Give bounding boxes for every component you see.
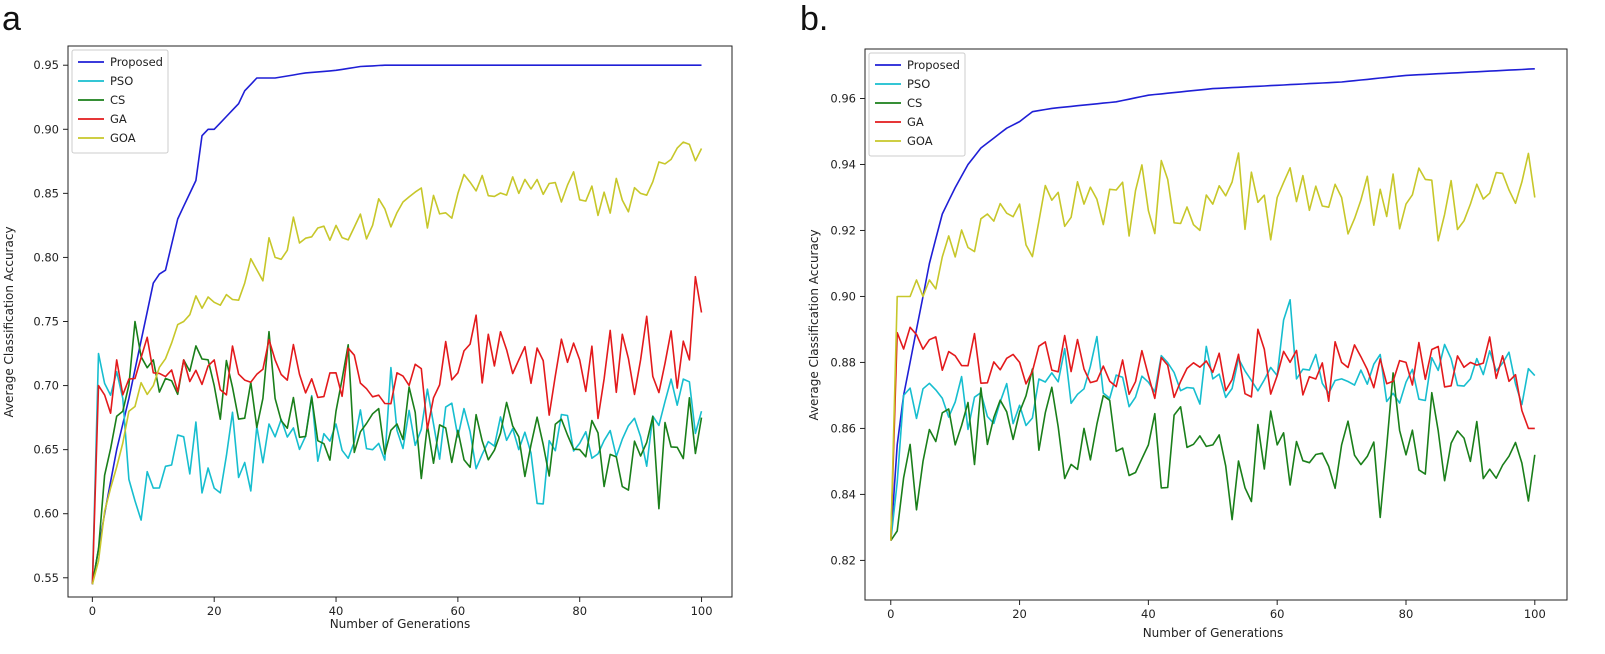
y-tick-label-a: 0.70: [33, 379, 59, 393]
x-tick-label-a: 60: [451, 604, 466, 618]
panel-label-a: a: [2, 0, 21, 38]
legend-box-a: [71, 49, 169, 154]
y-tick-label-b: 0.84: [830, 487, 856, 501]
series-line-ga-b: [890, 326, 1535, 541]
x-tick-label-b: 80: [1399, 607, 1414, 621]
panel-label-b: b.: [800, 0, 828, 38]
y-tick-label-b: 0.94: [830, 157, 856, 171]
legend-label-proposed-a: Proposed: [110, 55, 163, 69]
y-tick-label-a: 0.95: [33, 58, 59, 72]
legend-label-cs-a: CS: [110, 93, 125, 107]
y-tick-label-a: 0.80: [33, 250, 59, 264]
y-tick-label-b: 0.92: [830, 223, 856, 237]
x-tick-label-b: 60: [1270, 607, 1285, 621]
x-tick-label-a: 40: [329, 604, 344, 618]
series-line-goa-b: [890, 152, 1536, 541]
legend-label-goa-b: GOA: [907, 134, 933, 148]
y-tick-label-a: 0.85: [33, 186, 59, 200]
x-tick-label-b: 40: [1141, 607, 1156, 621]
x-tick-label-a: 20: [207, 604, 222, 618]
x-tick-label-a: 80: [572, 604, 587, 618]
legend-label-ga-b: GA: [907, 115, 924, 129]
y-tick-label-b: 0.90: [830, 289, 856, 303]
plot-area-a: [67, 45, 733, 598]
legend-label-ga-a: GA: [110, 112, 127, 126]
y-tick-label-a: 0.55: [33, 571, 59, 585]
y-tick-label-b: 0.88: [830, 355, 856, 369]
series-line-proposed-a: [91, 64, 702, 585]
x-tick-label-b: 0: [887, 607, 894, 621]
series-line-pso-b: [890, 298, 1536, 541]
chart-panel-a: 0 20 40 60 80 100 0.55 0.60 0.65 0.70 0.75 0.80 0.85…: [2, 45, 733, 631]
y-tick-label-b: 0.86: [830, 421, 856, 435]
legend-label-pso-b: PSO: [907, 77, 930, 91]
y-axis-label-b: Average Classification Accuracy: [807, 229, 821, 420]
y-tick-label-a: 0.90: [33, 122, 59, 136]
legend-box-b: [868, 52, 966, 157]
y-tick-label-a: 0.65: [33, 443, 59, 457]
y-tick-label-a: 0.75: [33, 315, 59, 329]
series-line-proposed-b: [890, 68, 1535, 541]
series-line-cs-b: [890, 368, 1536, 542]
x-tick-label-a: 0: [89, 604, 96, 618]
x-axis-label-a: Number of Generations: [330, 617, 471, 631]
x-tick-label-b: 100: [1524, 607, 1546, 621]
y-tick-label-a: 0.60: [33, 507, 59, 521]
legend-label-goa-a: GOA: [110, 131, 136, 145]
series-line-goa-a: [91, 141, 703, 585]
x-tick-label-b: 20: [1012, 607, 1027, 621]
y-tick-label-b: 0.96: [830, 91, 856, 105]
legend-label-proposed-b: Proposed: [907, 58, 960, 72]
series-line-ga-a: [91, 275, 703, 585]
legend-label-pso-a: PSO: [110, 74, 133, 88]
x-tick-label-a: 100: [691, 604, 713, 618]
plot-area-b: [864, 48, 1568, 601]
legend-label-cs-b: CS: [907, 96, 922, 110]
x-axis-label-b: Number of Generations: [1143, 626, 1284, 640]
chart-panel-b: 0 20 40 60 80 100 0.82 0.84 0.86 0.88 0.90 0.92 0.94…: [807, 48, 1568, 640]
y-tick-label-b: 0.82: [830, 553, 856, 567]
y-axis-label-a: Average Classification Accuracy: [2, 226, 16, 417]
series-line-cs-a: [91, 320, 703, 585]
